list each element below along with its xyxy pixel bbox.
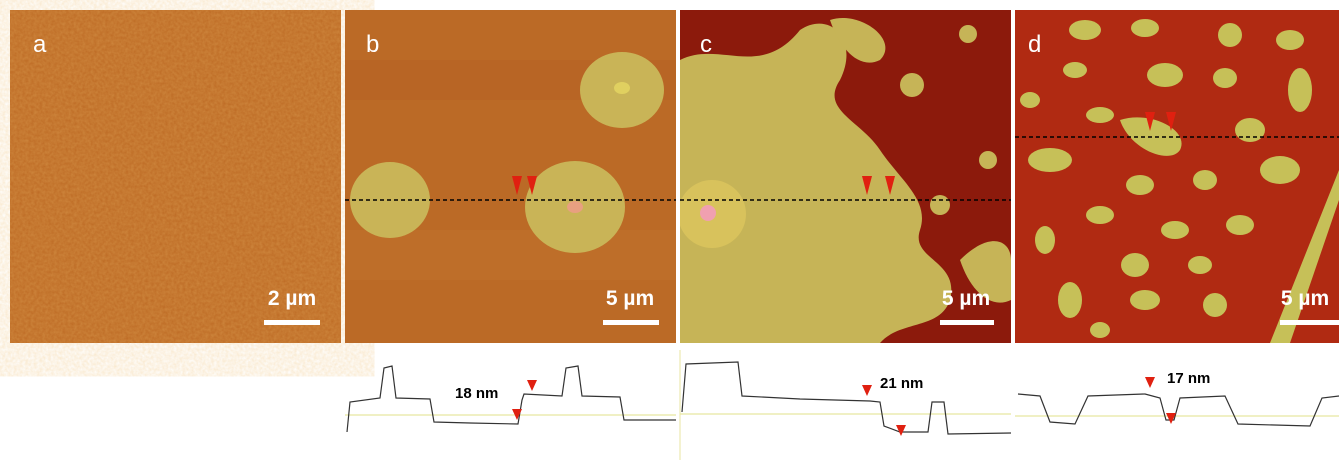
scale-bar [1280, 320, 1339, 325]
panel-a: a 2 µm [10, 10, 341, 343]
profile-b: 18 nm [345, 365, 676, 433]
scale-bar [603, 320, 659, 325]
panel-c [680, 10, 1011, 343]
profile-c: 21 nm [679, 350, 1012, 460]
profile-label: 17 nm [1167, 370, 1210, 387]
panel-label: b [366, 31, 379, 58]
panel-label: c [700, 31, 712, 58]
scale-bar-label: 2 µm [268, 287, 316, 310]
scale-bar [264, 320, 320, 325]
scale-bar-label: 5 µm [942, 287, 990, 310]
scale-bar-label: 5 µm [606, 287, 654, 310]
panel-label: a [33, 31, 47, 58]
profile-label: 21 nm [880, 375, 923, 392]
scale-bar-label: 5 µm [1281, 287, 1329, 310]
profile-d: 17 nm [1015, 370, 1339, 427]
scale-bar [940, 320, 994, 325]
panel-d [1015, 10, 1339, 343]
panel-b [345, 10, 676, 343]
profile-label: 18 nm [455, 385, 498, 402]
panel-label: d [1028, 31, 1041, 58]
